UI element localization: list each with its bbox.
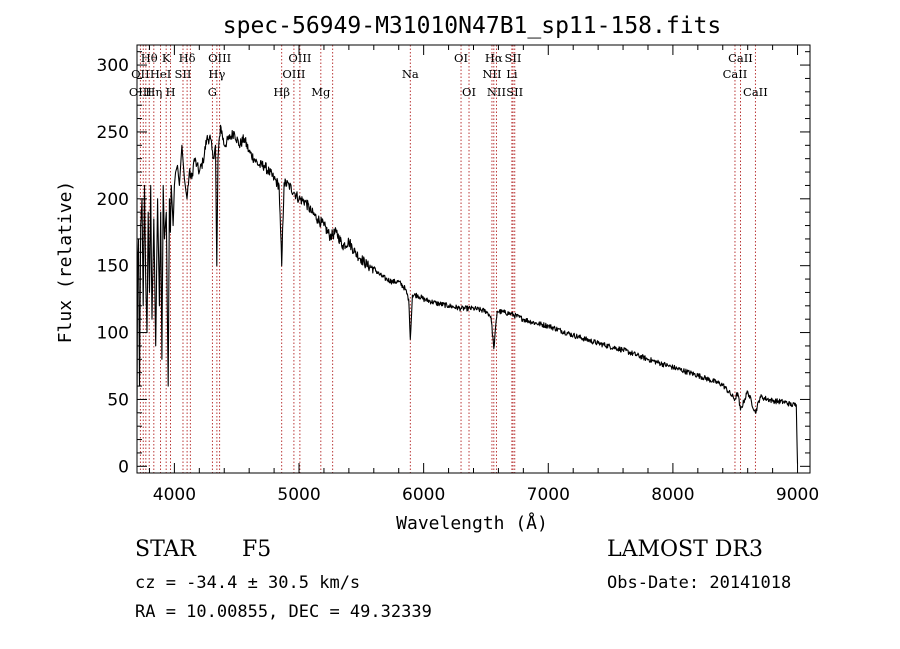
y-tick-label: 250 <box>97 123 129 143</box>
line-label: SII <box>506 85 523 99</box>
chart-title: spec-56949-M31010N47B1_sp11-158.fits <box>223 13 722 39</box>
redshift-info: cz = -34.4 ± 30.5 km/s <box>135 573 361 593</box>
line-label: NII <box>487 85 506 99</box>
line-label: G <box>208 85 217 99</box>
line-label: OIII <box>208 51 231 65</box>
x-tick-label: 9000 <box>776 485 819 505</box>
line-label: SII <box>175 67 192 81</box>
line-label: OI <box>454 51 468 65</box>
y-tick-label: 200 <box>97 190 129 210</box>
y-tick-label: 300 <box>97 56 129 76</box>
y-tick-label: 150 <box>97 257 129 277</box>
emission-line-markers <box>139 45 756 473</box>
line-label: Hδ <box>179 51 196 65</box>
plot-frame <box>136 44 811 474</box>
x-tick-label: 6000 <box>402 485 445 505</box>
line-label: OIII <box>282 67 305 81</box>
object-class: STAR <box>135 537 196 562</box>
x-axis: 4000 5000 6000 7000 8000 9000 <box>148 45 819 505</box>
line-label: Hθ <box>141 51 158 65</box>
x-tick-label: 8000 <box>651 485 694 505</box>
y-tick-label: 0 <box>118 457 129 477</box>
line-label: Li <box>506 67 518 81</box>
line-label: Mg <box>311 85 331 99</box>
y-axis: 0 50 100 150 200 250 300 <box>97 51 810 477</box>
line-label: K <box>162 51 171 65</box>
line-label: Hγ <box>208 67 225 81</box>
coordinates: RA = 10.00855, DEC = 49.32339 <box>135 602 432 622</box>
spectrum-line <box>136 124 799 464</box>
y-tick-label: 100 <box>97 324 129 344</box>
y-tick-label: 50 <box>107 390 129 410</box>
line-label: Hα <box>485 51 503 65</box>
x-tick-label: 4000 <box>153 485 196 505</box>
line-label: Hη <box>145 85 162 99</box>
line-label: CaII <box>743 85 768 99</box>
x-axis-label: Wavelength (Å) <box>396 512 548 534</box>
line-label: HeI <box>150 67 171 81</box>
x-tick-label: 5000 <box>277 485 320 505</box>
spectrum-series <box>136 124 799 464</box>
line-label: OIII <box>288 51 311 65</box>
y-axis-label: Flux (relative) <box>55 181 76 344</box>
observation-date: Obs-Date: 20141018 <box>607 573 792 593</box>
object-subclass: F5 <box>242 537 272 562</box>
x-tick-label: 7000 <box>527 485 570 505</box>
line-label: H <box>166 85 176 99</box>
line-label: OI <box>462 85 476 99</box>
line-label: Hβ <box>273 85 290 99</box>
line-label: OII <box>131 67 150 81</box>
line-label: Na <box>402 67 419 81</box>
survey-name: LAMOST DR3 <box>607 537 763 562</box>
line-label: CaII <box>723 67 748 81</box>
line-label: CaII <box>728 51 753 65</box>
line-label: NII <box>482 67 501 81</box>
line-label: SII <box>505 51 522 65</box>
